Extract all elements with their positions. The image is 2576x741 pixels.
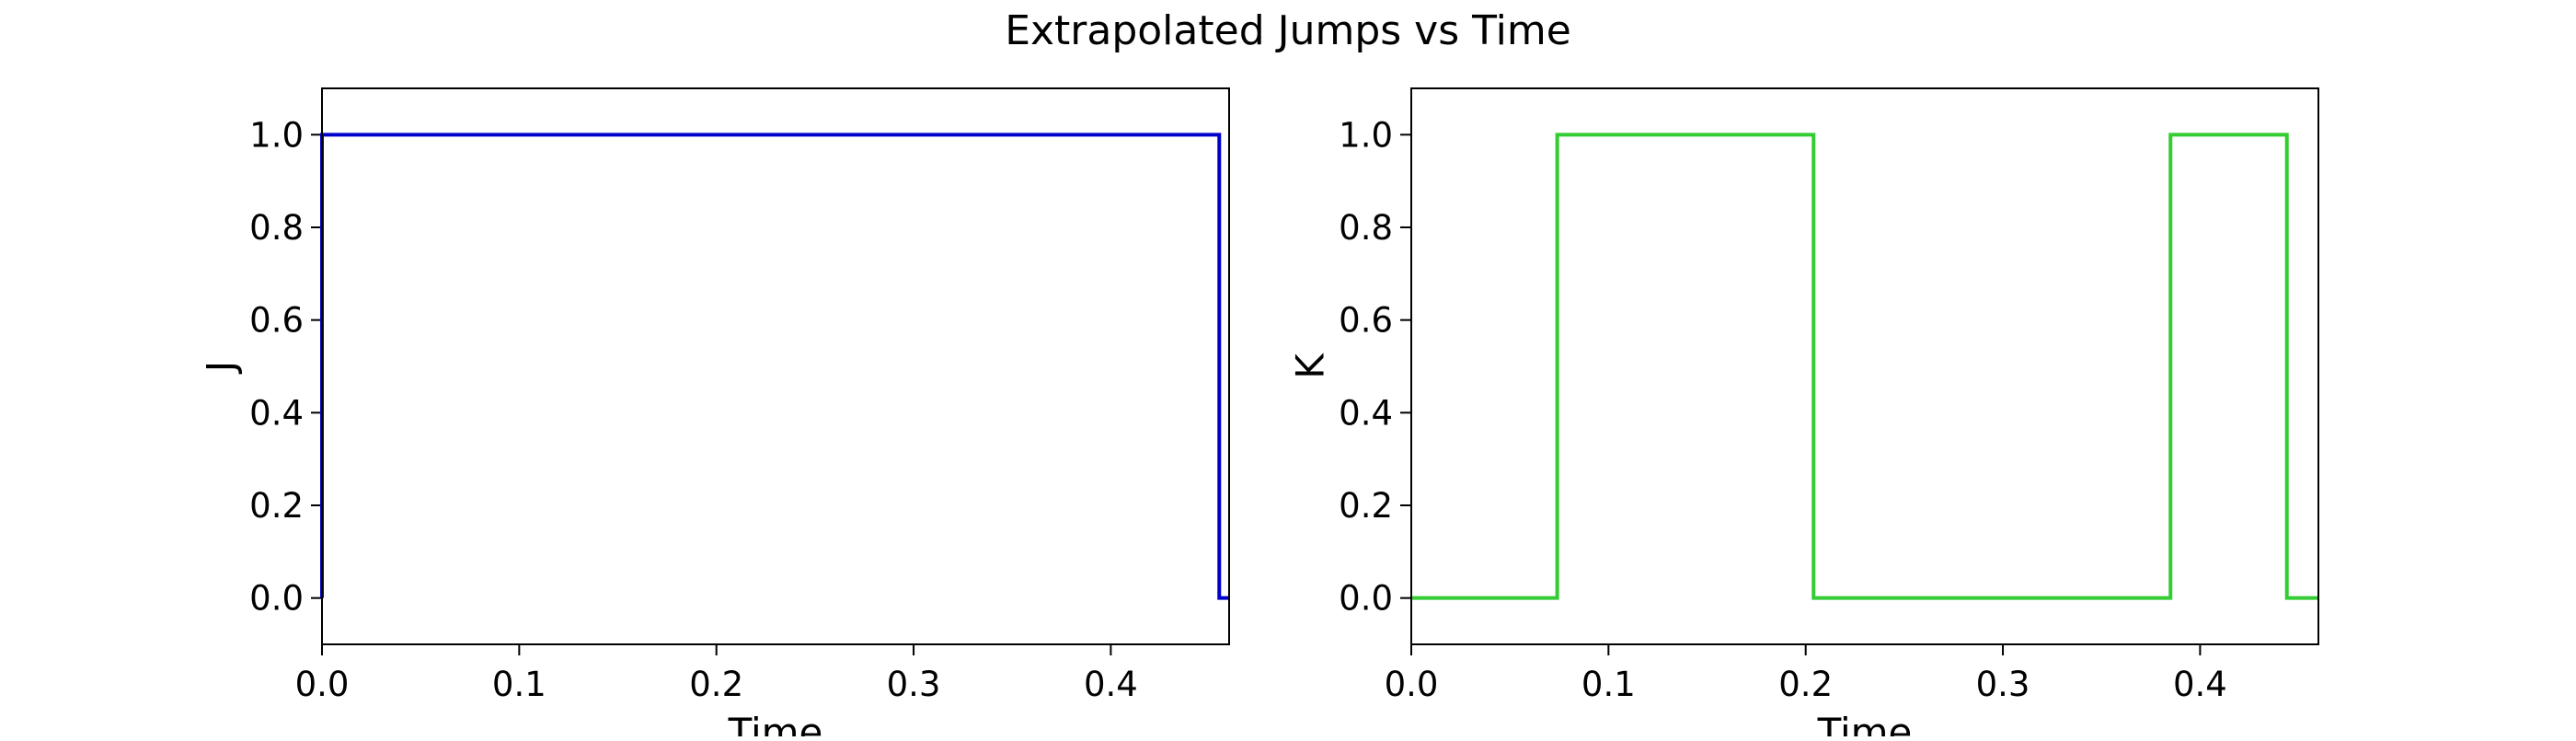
- plot-j-ytick-label: 0.4: [249, 393, 304, 433]
- plot-j-xtick-label: 0.2: [689, 665, 743, 704]
- plot-j: 0.0 0.1 0.2 0.3 0.4 0.0 0.2 0.4 0.6 0.8 1.0 Time J: [199, 87, 1230, 741]
- plot-j-ytick-label: 0.8: [249, 208, 304, 248]
- plot-k-ytick-label: 1.0: [1339, 115, 1393, 155]
- plot-k-ylabel: K: [1288, 353, 1333, 379]
- plot-k-xlabel: Time: [1817, 710, 1913, 736]
- plot-k-ytick-label: 0.8: [1339, 208, 1393, 248]
- plot-k-ytick-label: 0.2: [1339, 486, 1393, 526]
- plot-j-xtick-label: 0.0: [295, 665, 350, 704]
- plot-j-ytick-label: 0.2: [249, 486, 304, 526]
- plot-j-ylabel: J: [199, 361, 244, 375]
- plot-k-series: [1411, 133, 2318, 600]
- plot-k-xtick-label: 0.0: [1385, 665, 1439, 704]
- plot-k-series-line: [1411, 133, 2318, 600]
- plot-k-xtick-label: 0.3: [1976, 665, 2030, 704]
- plot-k-xtick-label: 0.1: [1581, 665, 1636, 704]
- plot-j-xlabel: Time: [728, 710, 823, 736]
- plot-j-ticks: 0.0 0.1 0.2 0.3 0.4 0.0 0.2 0.4 0.6 0.8 1.0: [249, 115, 1138, 704]
- plot-k: 0.0 0.1 0.2 0.3 0.4 0.0 0.2 0.4 0.6 0.8 1.0 Time K: [1288, 87, 2319, 741]
- plot-k-xtick-label: 0.2: [1778, 665, 1833, 704]
- plot-k-xtick-label: 0.4: [2173, 665, 2227, 704]
- plot-k-ticks: 0.0 0.1 0.2 0.3 0.4 0.0 0.2 0.4 0.6 0.8 1.0: [1339, 115, 2227, 704]
- plot-k-ytick-label: 0.6: [1339, 301, 1393, 341]
- plot-j-frame: [321, 87, 1230, 645]
- plot-j-xtick-label: 0.1: [492, 665, 546, 704]
- plot-j-xtick-label: 0.4: [1084, 665, 1138, 704]
- plot-j-xtick-label: 0.3: [887, 665, 941, 704]
- plot-k-frame: [1410, 87, 2319, 645]
- plot-k-ytick-label: 0.0: [1339, 579, 1393, 619]
- plot-j-ytick-label: 1.0: [249, 115, 304, 155]
- plot-j-series: [320, 133, 1229, 600]
- figure-title: Extrapolated Jumps vs Time: [1005, 7, 1571, 54]
- plot-j-series-line: [320, 133, 1229, 600]
- plot-k-ytick-label: 0.4: [1339, 393, 1393, 433]
- plot-j-ytick-label: 0.6: [249, 301, 304, 341]
- plot-j-ytick-label: 0.0: [249, 579, 304, 619]
